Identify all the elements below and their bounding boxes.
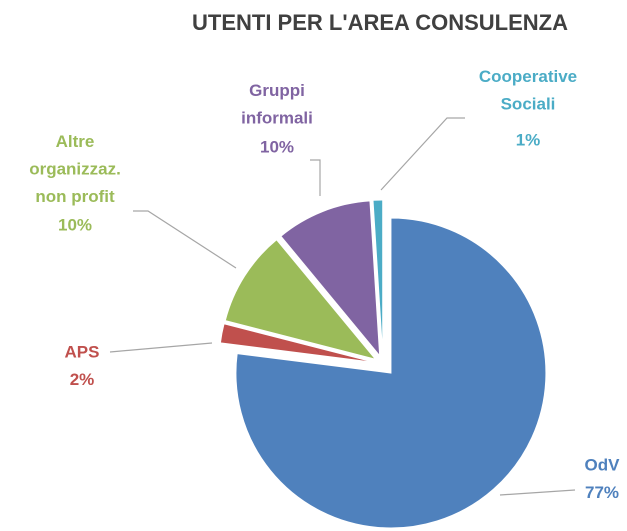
leader-line — [499, 489, 576, 496]
leader-line — [380, 117, 465, 191]
category-label: APS — [65, 342, 100, 361]
pie-slice — [280, 200, 381, 358]
value-label: 2% — [70, 370, 95, 389]
leader-line — [310, 159, 321, 196]
value-label: 10% — [58, 215, 92, 234]
pie-slice — [372, 199, 384, 356]
value-label: 1% — [516, 130, 541, 149]
pie-slice — [224, 239, 377, 361]
leader-line — [133, 210, 237, 269]
category-label: OdV — [585, 455, 621, 474]
category-label: Cooperative Sociali — [479, 67, 577, 114]
category-label: Gruppi informali — [241, 81, 313, 128]
pie-slice — [219, 323, 375, 363]
category-label: Altre organizzaz. non profit — [29, 132, 121, 206]
leader-line — [109, 342, 213, 353]
value-label: 77% — [585, 483, 619, 502]
pie-slice — [235, 217, 547, 529]
chart-title: UTENTI PER L'AREA CONSULENZA — [192, 10, 568, 35]
value-label: 10% — [260, 137, 294, 156]
